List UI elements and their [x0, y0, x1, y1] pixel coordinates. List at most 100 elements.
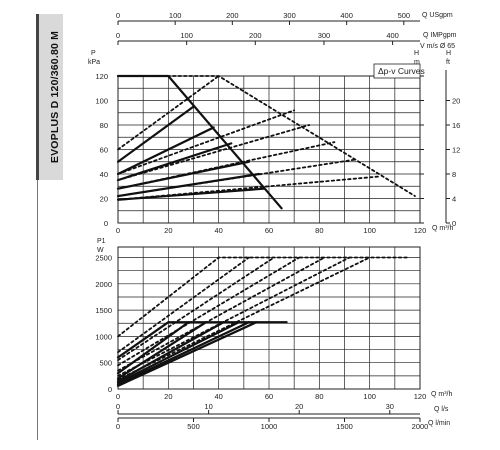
pressure-series-solid-1 [116, 105, 195, 163]
ls-tick-label: 10 [204, 402, 212, 411]
ls-label: Q l/s [434, 406, 449, 413]
impgpm-label: Q IMPgpm [423, 32, 457, 39]
ls-tick-label: 0 [116, 402, 120, 411]
lmin-tick-label: 1000 [261, 422, 278, 431]
ls-tick-label: 30 [386, 402, 394, 411]
pressure-series-dotted-10 [117, 124, 311, 182]
power-series-dotted-8 [117, 256, 250, 354]
lower-x-tick-label: 100 [363, 392, 376, 401]
upper-y-tick-label: 40 [100, 170, 108, 179]
power-series-dotted-12 [117, 256, 351, 377]
lower-x-ticks: 0 20 40 60 80 100 120 [116, 392, 426, 401]
velocity-label: V m/s Ø 65 [420, 43, 455, 50]
upper-series-group [116, 74, 416, 210]
lower-x-tick-label: 80 [315, 392, 323, 401]
upper-y-tick-label: 60 [100, 146, 108, 155]
lower-x-label: Q m³/h [431, 391, 452, 398]
lmin-ticks: 0 500 1000 1500 2000 [116, 418, 428, 431]
lower-grid [118, 247, 420, 389]
head-ft-ticks: 0 4 8 12 16 20 [446, 97, 460, 228]
lmin-tick-label: 0 [116, 422, 120, 431]
lower-x-tick-label: 60 [265, 392, 273, 401]
pressure-series-dotted-8 [117, 75, 220, 151]
lower-x-tick-label: 20 [164, 392, 172, 401]
lmin-label: Q l/min [428, 420, 450, 427]
left-rule [37, 180, 38, 440]
pressure-series-dotted-11 [117, 141, 336, 190]
pressure-series-solid-3 [116, 142, 233, 182]
lower-x-tick-label: 0 [116, 392, 120, 401]
power-series-dotted-7 [117, 256, 409, 338]
upper-x-tick-label: 120 [414, 226, 427, 235]
upper-y-tick-label: 20 [100, 195, 108, 204]
lower-x-tick-label: 40 [214, 392, 222, 401]
pressure-unit-p: P [91, 50, 96, 57]
lmin-tick-label: 1500 [336, 422, 353, 431]
lower-x-tick-label: 120 [414, 392, 427, 401]
usgpm-tick-label: 300 [283, 11, 296, 20]
lower-y-tick-label: 1500 [95, 306, 112, 315]
lower-y-tick-label: 2500 [95, 254, 112, 263]
lower-y-ticks: 0 500 1000 1500 2000 2500 [95, 254, 112, 394]
usgpm-tick-label: 400 [340, 11, 353, 20]
pressure-series-dotted-9 [117, 109, 296, 175]
lower-y-tick-label: 2000 [95, 280, 112, 289]
lower-y-tick-label: 0 [108, 385, 112, 394]
power-series-dotted-13 [117, 256, 371, 381]
head-ft-tick-label: 4 [452, 195, 456, 204]
upper-x-tick-label: 100 [363, 226, 376, 235]
impgpm-tick-label: 300 [318, 31, 331, 40]
head-ft-tick-label: 0 [452, 219, 456, 228]
upper-y-tick-label: 100 [95, 97, 108, 106]
legend-box [373, 63, 421, 79]
upper-x-tick-label: 40 [214, 226, 222, 235]
lmin-tick-label: 2000 [412, 422, 429, 431]
impgpm-tick-label: 0 [116, 31, 120, 40]
head-ft-tick-label: 12 [452, 146, 460, 155]
impgpm-tick-label: 100 [180, 31, 193, 40]
head-unit-ft: ft [446, 59, 450, 66]
upper-x-tick-label: 0 [116, 226, 120, 235]
power-series-dotted-11 [117, 256, 326, 372]
pressure-series-dotted-12 [117, 158, 358, 197]
legend-label: Δp-v Curves [378, 66, 425, 76]
head-unit-h: H [414, 50, 419, 57]
usgpm-ticks: 0 100 200 300 400 500 [116, 11, 410, 25]
upper-x-tick-label: 20 [164, 226, 172, 235]
ls-ticks: 0 10 20 30 [116, 402, 394, 414]
head-ft-tick-label: 16 [452, 121, 460, 130]
power-series-dotted-9 [117, 256, 275, 361]
upper-y-tick-label: 120 [95, 72, 108, 81]
upper-x-ticks: 0 20 40 60 80 100 120 [116, 226, 426, 235]
usgpm-tick-label: 100 [169, 11, 182, 20]
power-series-solid-6 [116, 321, 258, 387]
pressure-series-dotted-13 [117, 175, 381, 201]
upper-y-ticks: 0 20 40 60 80 100 120 [95, 72, 108, 228]
upper-x-tick-label: 60 [265, 226, 273, 235]
power-unit-p1: P1 [97, 238, 106, 245]
pressure-series-solid-2 [116, 126, 215, 176]
head-ft-tick-label: 8 [452, 170, 456, 179]
upper-grid [118, 76, 420, 223]
head-m-ticks [420, 75, 424, 224]
upper-x-label: Q m³/h [432, 225, 453, 232]
pressure-series-dotted-7 [117, 75, 416, 197]
upper-x-tick-label: 80 [315, 226, 323, 235]
lower-y-tick-label: 1000 [95, 332, 112, 341]
power-series-solid-5 [116, 321, 250, 386]
lmin-tick-label: 500 [187, 422, 200, 431]
side-title-tab: EVOPLUS D 120/360.80 M [36, 14, 63, 180]
head-unit-m: m [414, 59, 420, 66]
usgpm-tick-label: 0 [116, 11, 120, 20]
power-series-dotted-10 [117, 256, 301, 367]
lower-series-group [116, 256, 409, 387]
ls-tick-label: 20 [295, 402, 303, 411]
head-ft-tick-label: 20 [452, 97, 460, 106]
head-unit-h-ft: H [446, 50, 451, 57]
usgpm-tick-label: 500 [398, 11, 411, 20]
lower-y-tick-label: 500 [99, 359, 112, 368]
pressure-unit-kpa: kPa [88, 59, 100, 66]
impgpm-tick-label: 400 [386, 31, 399, 40]
impgpm-ticks: 0 100 200 300 400 [116, 31, 399, 45]
